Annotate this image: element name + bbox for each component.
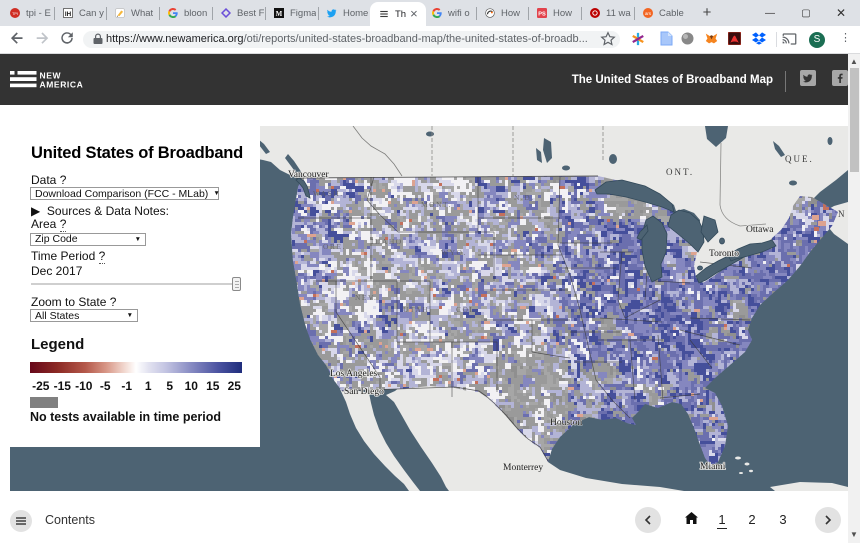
svg-text:NEW: NEW (40, 71, 62, 81)
svg-text:ars: ars (645, 11, 652, 16)
svg-text:PS: PS (538, 12, 546, 18)
svg-text:M: M (276, 11, 283, 18)
svg-text:IH: IH (65, 11, 72, 18)
svg-text:TPI: TPI (12, 12, 18, 16)
svg-text:AMERICA: AMERICA (40, 80, 84, 90)
